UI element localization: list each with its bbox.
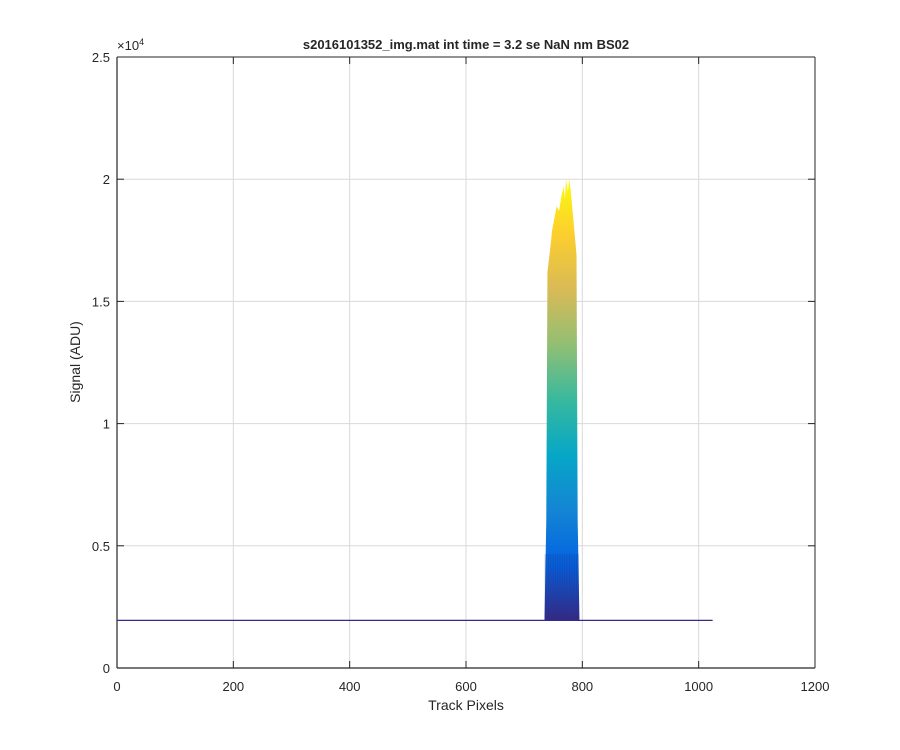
x-tick-label: 200	[222, 679, 244, 694]
grid	[117, 57, 815, 668]
y-tick-label: 1.5	[92, 294, 110, 309]
y-tick-label: 1	[103, 417, 110, 432]
x-tick-label: 600	[455, 679, 477, 694]
y-tick-label: 2.5	[92, 50, 110, 65]
x-tick-label: 1200	[801, 679, 830, 694]
x-tick-label: 1000	[684, 679, 713, 694]
x-tick-label: 800	[571, 679, 593, 694]
y-tick-label: 2	[103, 172, 110, 187]
peak-region	[544, 179, 580, 621]
y-axis-label: Signal (ADU)	[67, 321, 83, 403]
y-exponent-base: ×10	[117, 38, 139, 53]
chart-title: s2016101352_img.mat int time = 3.2 se Na…	[303, 37, 629, 52]
ticks: 0 200 400 600 800 1000 1200 0 0.5 1 1.5 2 2.5	[92, 50, 830, 694]
x-tick-label: 400	[339, 679, 361, 694]
x-tick-label: 0	[113, 679, 120, 694]
y-tick-label: 0	[103, 661, 110, 676]
y-exponent-label: ×104	[117, 37, 144, 53]
signal-surface	[117, 179, 713, 621]
x-axis-label: Track Pixels	[428, 697, 504, 713]
y-tick-label: 0.5	[92, 539, 110, 554]
y-exponent-power: 4	[139, 37, 144, 47]
